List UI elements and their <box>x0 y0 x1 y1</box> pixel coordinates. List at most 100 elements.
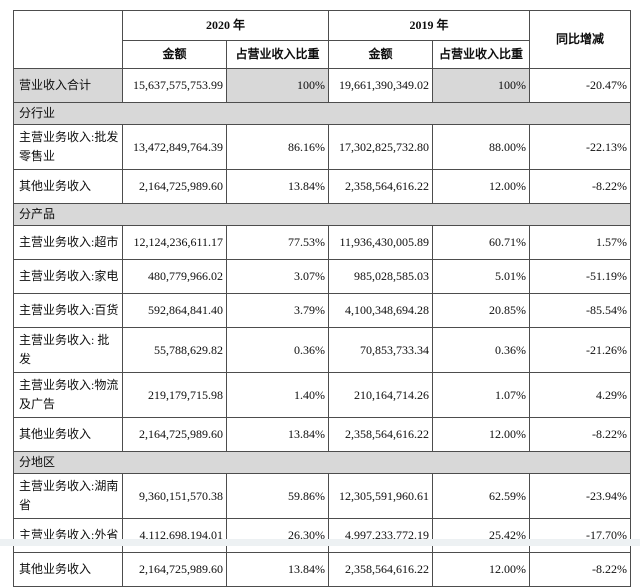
ratio-2019-cell: 62.59% <box>432 473 531 519</box>
ratio-2020-cell: 13.84% <box>225 552 330 587</box>
table-row: 主营业务收入:家电 480,779,966.02 3.07% 985,028,585.… <box>13 259 632 294</box>
ratio-2019-cell: 25.42% <box>432 518 531 553</box>
amount-2020-cell: 4,112,698,194.01 <box>122 518 227 553</box>
yoy-change-cell: 4.29% <box>529 372 632 418</box>
amount-2019-cell: 70,853,733.34 <box>328 327 434 373</box>
amount-2020-cell: 15,637,575,753.99 <box>122 68 227 103</box>
section-label: 分行业 <box>12 102 632 125</box>
ratio-2020-cell: 100% <box>225 68 330 103</box>
row-label: 主营业务收入:物流及广告 <box>13 372 123 418</box>
ratio-2020-cell: 86.16% <box>225 124 330 170</box>
ratio-2020-cell: 3.07% <box>225 259 330 294</box>
yoy-change-cell: -21.26% <box>529 327 632 373</box>
amount-2019-cell: 2,358,564,616.22 <box>328 169 434 204</box>
yoy-change-cell: -17.70% <box>529 518 632 553</box>
section-row: 分产品 <box>12 203 632 226</box>
row-label: 主营业务收入:外省 <box>13 518 123 553</box>
row-label: 主营业务收入:超市 <box>13 225 123 260</box>
yoy-change-cell: -51.19% <box>529 259 632 294</box>
amount-2019-cell: 2,358,564,616.22 <box>328 552 434 587</box>
amount-2019-cell: 985,028,585.03 <box>328 259 434 294</box>
amount-2020-cell: 55,788,629.82 <box>122 327 227 373</box>
page-bottom-strip <box>0 539 640 546</box>
section-row: 分地区 <box>12 451 632 474</box>
row-label: 主营业务收入:家电 <box>13 259 123 294</box>
table-row: 其他业务收入 2,164,725,989.60 13.84% 2,358,564,61… <box>13 552 632 587</box>
ratio-2019-cell: 1.07% <box>432 372 531 418</box>
yoy-change-cell: -20.47% <box>529 68 632 103</box>
header-empty-cell <box>13 10 123 69</box>
amount-2020-cell: 2,164,725,989.60 <box>122 552 227 587</box>
row-label: 其他业务收入 <box>13 169 123 204</box>
table-header: 2020 年 2019 年 同比增减 金额 占营业收入比重 金额 占营业收入比重 <box>13 10 632 69</box>
amount-2019-cell: 17,302,825,732.80 <box>328 124 434 170</box>
amount-2019-cell: 210,164,714.26 <box>328 372 434 418</box>
table-body: 营业收入合计 15,637,575,753.99 100% 19,661,390,34… <box>12 68 632 587</box>
amount-2019-cell: 4,100,348,694.28 <box>328 293 434 328</box>
ratio-2020-cell: 77.53% <box>225 225 330 260</box>
header-amount-2019: 金额 <box>328 40 434 69</box>
ratio-2019-cell: 60.71% <box>432 225 531 260</box>
amount-2019-cell: 2,358,564,616.22 <box>328 417 434 452</box>
ratio-2020-cell: 0.36% <box>225 327 330 373</box>
row-label: 主营业务收入:批发零售业 <box>13 124 123 170</box>
amount-2019-cell: 4,997,233,772.19 <box>328 518 434 553</box>
section-label: 分产品 <box>12 203 632 226</box>
amount-2019-cell: 11,936,430,005.89 <box>328 225 434 260</box>
table-row: 主营业务收入:批发零售业 13,472,849,764.39 86.16% 17,30… <box>13 124 632 170</box>
row-label: 主营业务收入:百货 <box>13 293 123 328</box>
ratio-2019-cell: 100% <box>432 68 531 103</box>
header-row-measures: 金额 占营业收入比重 金额 占营业收入比重 <box>14 40 631 69</box>
ratio-2019-cell: 12.00% <box>432 552 531 587</box>
row-label: 主营业务收入: 批发 <box>13 327 123 373</box>
ratio-2019-cell: 20.85% <box>432 293 531 328</box>
amount-2020-cell: 2,164,725,989.60 <box>122 417 227 452</box>
yoy-change-cell: -8.22% <box>529 552 632 587</box>
ratio-2020-cell: 13.84% <box>225 169 330 204</box>
table-row: 营业收入合计 15,637,575,753.99 100% 19,661,390,34… <box>13 68 632 103</box>
table-row: 主营业务收入:百货 592,864,841.40 3.79% 4,100,348,69… <box>13 293 632 328</box>
ratio-2019-cell: 12.00% <box>432 169 531 204</box>
ratio-2019-cell: 88.00% <box>432 124 531 170</box>
ratio-2019-cell: 5.01% <box>432 259 531 294</box>
table-row: 其他业务收入 2,164,725,989.60 13.84% 2,358,564,61… <box>13 169 632 204</box>
yoy-change-cell: 1.57% <box>529 225 632 260</box>
row-label: 其他业务收入 <box>13 417 123 452</box>
header-amount-2020: 金额 <box>122 40 227 69</box>
table-row: 其他业务收入 2,164,725,989.60 13.84% 2,358,564,61… <box>13 417 632 452</box>
header-row-years: 2020 年 2019 年 同比增减 <box>13 10 632 69</box>
amount-2019-cell: 19,661,390,349.02 <box>328 68 434 103</box>
table-row: 主营业务收入:超市 12,124,236,611.17 77.53% 11,936,4… <box>13 225 632 260</box>
yoy-change-cell: -85.54% <box>529 293 632 328</box>
yoy-change-cell: -22.13% <box>529 124 632 170</box>
header-ratio-2020: 占营业收入比重 <box>225 40 330 69</box>
header-yoy-change: 同比增减 <box>529 10 632 69</box>
table-row: 主营业务收入:外省 4,112,698,194.01 26.30% 4,997,233… <box>13 518 632 553</box>
row-label: 其他业务收入 <box>13 552 123 587</box>
ratio-2020-cell: 3.79% <box>225 293 330 328</box>
amount-2020-cell: 2,164,725,989.60 <box>122 169 227 204</box>
amount-2020-cell: 592,864,841.40 <box>122 293 227 328</box>
row-label: 主营业务收入:湖南省 <box>13 473 123 519</box>
amount-2020-cell: 9,360,151,570.38 <box>122 473 227 519</box>
header-year-2019: 2019 年 <box>328 10 531 41</box>
section-row: 分行业 <box>12 102 632 125</box>
ratio-2020-cell: 26.30% <box>225 518 330 553</box>
ratio-2019-cell: 12.00% <box>432 417 531 452</box>
table-row: 主营业务收入:湖南省 9,360,151,570.38 59.86% 12,305,5… <box>13 473 632 519</box>
amount-2020-cell: 219,179,715.98 <box>122 372 227 418</box>
amount-2019-cell: 12,305,591,960.61 <box>328 473 434 519</box>
header-ratio-2019: 占营业收入比重 <box>432 40 531 69</box>
revenue-breakdown-table: 2020 年 2019 年 同比增减 金额 占营业收入比重 金额 占营业收入比重… <box>12 10 632 587</box>
amount-2020-cell: 13,472,849,764.39 <box>122 124 227 170</box>
document-page: 2020 年 2019 年 同比增减 金额 占营业收入比重 金额 占营业收入比重… <box>12 10 632 587</box>
header-year-2020: 2020 年 <box>121 10 330 41</box>
table-row: 主营业务收入:物流及广告 219,179,715.98 1.40% 210,164,7… <box>13 372 632 418</box>
row-label: 营业收入合计 <box>13 68 123 103</box>
yoy-change-cell: -8.22% <box>529 417 632 452</box>
ratio-2020-cell: 1.40% <box>225 372 330 418</box>
yoy-change-cell: -23.94% <box>529 473 632 519</box>
table-row: 主营业务收入: 批发 55,788,629.82 0.36% 70,853,733.3… <box>13 327 632 373</box>
ratio-2019-cell: 0.36% <box>432 327 531 373</box>
ratio-2020-cell: 13.84% <box>225 417 330 452</box>
